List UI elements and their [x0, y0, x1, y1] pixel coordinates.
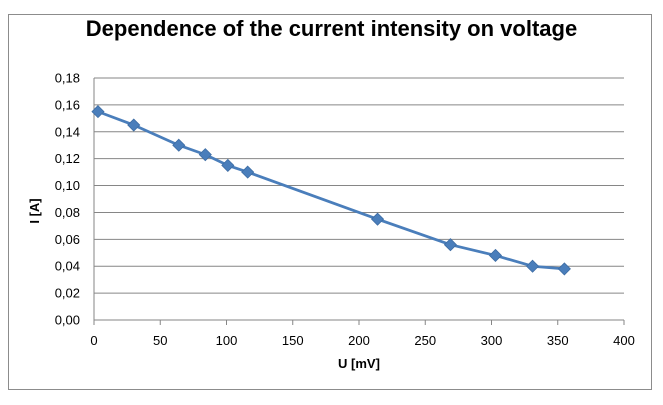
data-point-diamond — [127, 118, 141, 132]
y-tick-label: 0,18 — [55, 71, 80, 86]
chart-title: Dependence of the current intensity on v… — [85, 16, 578, 41]
y-tick-label: 0,06 — [55, 232, 80, 247]
data-point-diamond — [488, 248, 503, 263]
data-point-diamond — [370, 212, 385, 226]
data-point-diamond — [526, 259, 540, 273]
x-tick-label: 300 — [481, 333, 503, 348]
x-tick-label: 100 — [216, 333, 238, 348]
x-tick-label: 50 — [153, 333, 167, 348]
tick-layer: 0,00 0,02 0,04 0,06 0,08 0,10 0,12 0,14 0,16 0,18… — [55, 71, 635, 349]
x-axis-label: U [mV] — [338, 356, 380, 371]
series-line — [97, 110, 565, 271]
series-layer — [91, 105, 571, 276]
x-tick-label: 0 — [90, 333, 97, 348]
y-tick-label: 0,12 — [55, 151, 80, 166]
x-tick-label: 400 — [613, 333, 635, 348]
x-tick-label: 250 — [414, 333, 436, 348]
y-tick-label: 0,02 — [55, 286, 80, 301]
y-tick-label: 0,00 — [55, 313, 80, 328]
data-point-diamond — [443, 238, 457, 252]
data-point-diamond — [198, 148, 212, 162]
grid-layer — [93, 77, 625, 325]
y-tick-label: 0,16 — [55, 97, 80, 112]
x-tick-label: 350 — [547, 333, 569, 348]
y-tick-label: 0,10 — [55, 178, 80, 193]
data-point-diamond — [172, 138, 186, 152]
data-point-diamond — [241, 165, 255, 179]
x-tick-label: 200 — [348, 333, 370, 348]
y-tick-label: 0,14 — [55, 124, 80, 139]
data-point-diamond — [557, 262, 571, 276]
y-tick-label: 0,08 — [55, 205, 80, 220]
data-point-diamond — [91, 105, 105, 119]
y-tick-label: 0,04 — [55, 259, 80, 274]
y-axis-label: I [A] — [27, 198, 42, 223]
data-point-diamond — [221, 158, 235, 172]
x-tick-label: 150 — [282, 333, 304, 348]
